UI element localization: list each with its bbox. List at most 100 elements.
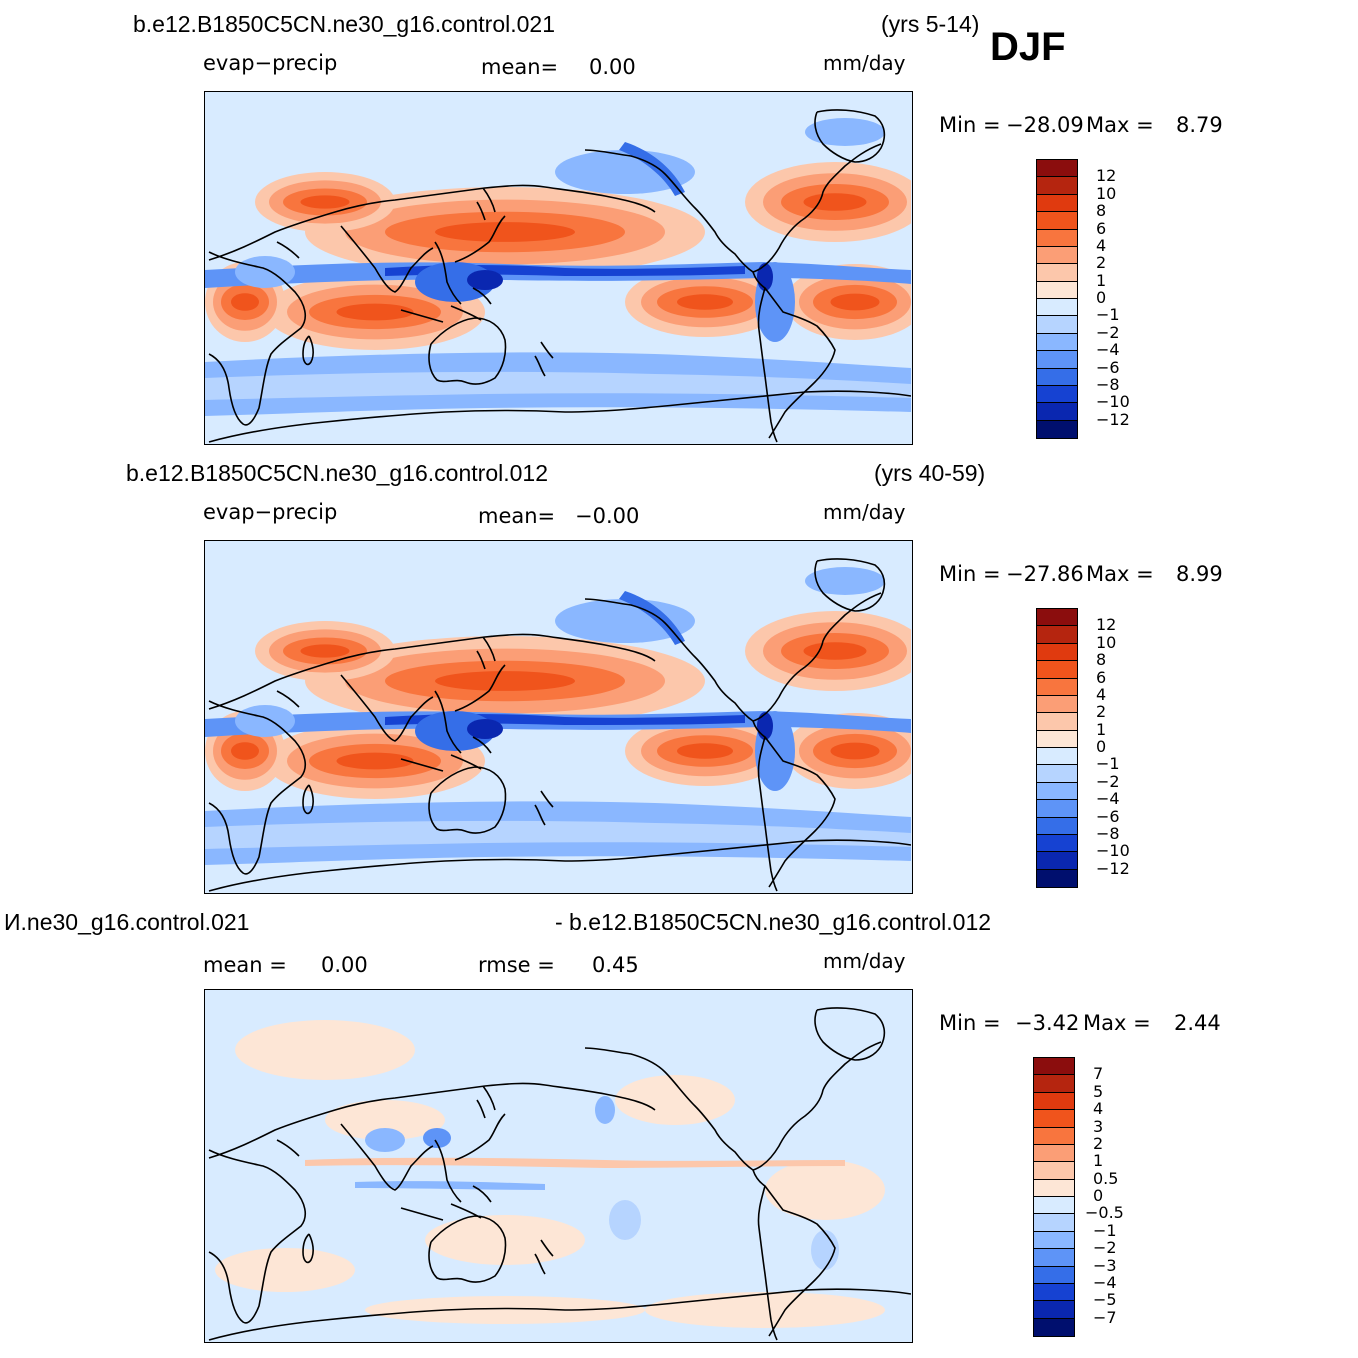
colorbar-swatch (1034, 1162, 1074, 1180)
panel2-max-label: Max = (1086, 562, 1154, 586)
colorbar-swatch (1037, 403, 1077, 421)
colorbar-label: 2 (1096, 253, 1107, 273)
coastline (276, 690, 300, 708)
panel2-mean-label: mean= (478, 504, 556, 528)
colorbar-label: 6 (1096, 218, 1107, 238)
colorbar-label: 1 (1096, 270, 1107, 290)
colorbar-label: −12 (1096, 858, 1130, 878)
colorbar-swatch (1037, 695, 1077, 714)
colorbar-swatch (1037, 817, 1077, 835)
colorbar-swatch (1037, 194, 1077, 213)
coastline (814, 558, 886, 612)
field-layer (205, 990, 911, 1341)
coastline (752, 143, 882, 273)
colorbar-label: 6 (1096, 667, 1107, 687)
colorbar-swatch (1037, 661, 1077, 679)
field-positive-region (305, 1157, 845, 1168)
coastline (454, 1113, 506, 1161)
coastlines (208, 1007, 911, 1341)
colorbar-label: 3 (1093, 1116, 1104, 1136)
panel1-colorbar (1036, 159, 1078, 439)
coastline (208, 251, 307, 426)
coastline (454, 664, 506, 712)
field-negative-region (467, 719, 503, 739)
colorbar-swatch (1034, 1179, 1074, 1197)
colorbar-swatch (1034, 1283, 1074, 1302)
colorbar-swatch (1037, 299, 1077, 317)
coastline (534, 1239, 554, 1275)
coastline (208, 184, 656, 261)
coastline (276, 241, 300, 259)
colorbar-label: 4 (1096, 235, 1107, 255)
field-positive-region (300, 195, 350, 209)
coastline (757, 1185, 778, 1341)
field-negative-region (757, 712, 773, 740)
field-negative-region (811, 1230, 839, 1270)
coastline (208, 700, 307, 875)
coastline (757, 287, 778, 443)
field-positive-region (803, 642, 867, 660)
colorbar-label: 12 (1096, 166, 1117, 186)
colorbar-label: −4 (1096, 789, 1120, 809)
colorbar-label: 1 (1093, 1151, 1104, 1171)
coastline (757, 736, 778, 892)
colorbar-label: −1 (1093, 1220, 1117, 1240)
coastline (454, 215, 506, 263)
panel2-colorbar (1036, 608, 1078, 888)
colorbar-swatch (1037, 420, 1077, 438)
panel3-rmse-value: 0.45 (592, 953, 639, 977)
field-negative-region (757, 263, 773, 291)
field-negative-region (235, 705, 295, 737)
field-positive-region (830, 293, 880, 311)
coastline (752, 592, 882, 722)
colorbar-label: 0 (1096, 737, 1107, 756)
field-positive-region (615, 1075, 735, 1125)
coastline (814, 109, 886, 163)
field-positive-region (435, 222, 575, 242)
field-positive-region (325, 1100, 445, 1140)
colorbar-label: −1 (1096, 305, 1120, 325)
panel1-max-value: 8.79 (1176, 113, 1223, 137)
panel2-years: (yrs 40-59) (874, 460, 986, 486)
colorbar-label: −2 (1096, 771, 1120, 791)
panel3-rmse-label: rmse = (478, 953, 555, 977)
colorbar-label: 4 (1093, 1099, 1104, 1119)
colorbar-label: −2 (1096, 322, 1120, 342)
colorbar-label: −0.5 (1085, 1203, 1124, 1223)
colorbar-label: −3 (1093, 1255, 1117, 1275)
field-positive-region (365, 1296, 645, 1324)
field-negative-region (235, 256, 295, 288)
field-positive-region (336, 752, 414, 770)
field-layer (205, 541, 911, 892)
colorbar-label: 0 (1096, 288, 1107, 307)
colorbar-label: −6 (1096, 806, 1120, 826)
field-negative-region (609, 1200, 641, 1240)
colorbar-swatch (1034, 1127, 1074, 1145)
colorbar-label: 1 (1096, 719, 1107, 739)
coastline (434, 1139, 462, 1203)
panel2-max-value: 8.99 (1176, 562, 1223, 586)
panel3-mean-label: mean = (203, 953, 287, 977)
coastline (752, 271, 836, 439)
colorbar-swatch (1034, 1197, 1074, 1215)
coastline (208, 390, 911, 443)
colorbar-label: 8 (1096, 201, 1107, 221)
panel1-max-label: Max = (1086, 113, 1154, 137)
coastline (276, 1139, 300, 1157)
coastline (752, 1041, 882, 1171)
panel1-map (204, 91, 913, 445)
coastline (208, 633, 656, 710)
field-positive-region (215, 1248, 355, 1292)
colorbar-swatch (1034, 1249, 1074, 1267)
panel2-map (204, 540, 913, 894)
colorbar-label: 0 (1093, 1186, 1104, 1205)
panel1-units: mm/day (823, 51, 906, 75)
panel2-min-value: −27.86 (1006, 562, 1084, 586)
field-positive-region (765, 1160, 885, 1220)
colorbar-swatch (1037, 264, 1077, 282)
panel3-min-value: −3.42 (1015, 1011, 1080, 1035)
coastline (434, 241, 462, 305)
season-label: DJF (990, 25, 1066, 69)
colorbar-swatch (1037, 765, 1077, 783)
colorbar-swatch (1037, 782, 1077, 801)
